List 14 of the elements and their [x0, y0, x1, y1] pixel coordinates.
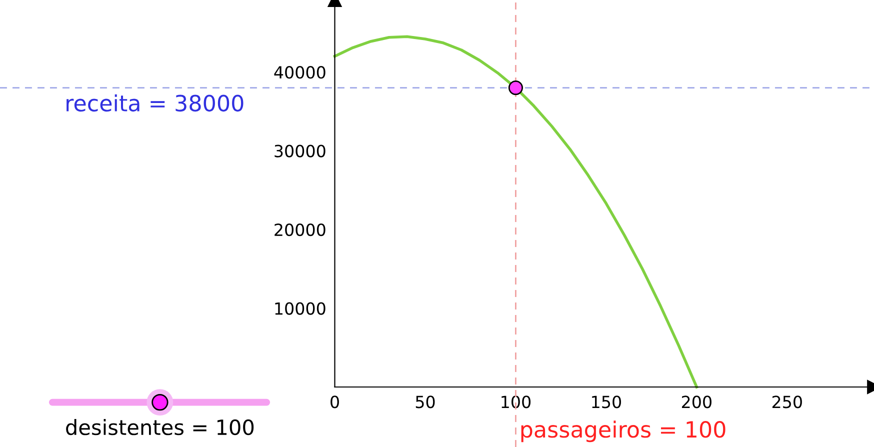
ref-line-label: passageiros = 100: [521, 420, 726, 442]
y-tick-label: 10000: [275, 302, 326, 315]
line-series: [333, 35, 698, 388]
y-tick-label: 20000: [274, 223, 326, 236]
x-tick-label: 250: [772, 396, 802, 408]
x-tick-label: 200: [682, 396, 712, 408]
x-tick-label: 50: [416, 396, 435, 408]
x-tick-label: 100: [502, 396, 531, 408]
x-tick-label: 0: [330, 396, 339, 408]
y-tick-label: 40000: [274, 66, 326, 79]
x-tick-label: 150: [592, 396, 621, 408]
annotation: desistentes = 100: [66, 419, 254, 436]
ref-line-label: receita = 38000: [66, 94, 244, 112]
y-tick-label: 30000: [274, 144, 326, 158]
